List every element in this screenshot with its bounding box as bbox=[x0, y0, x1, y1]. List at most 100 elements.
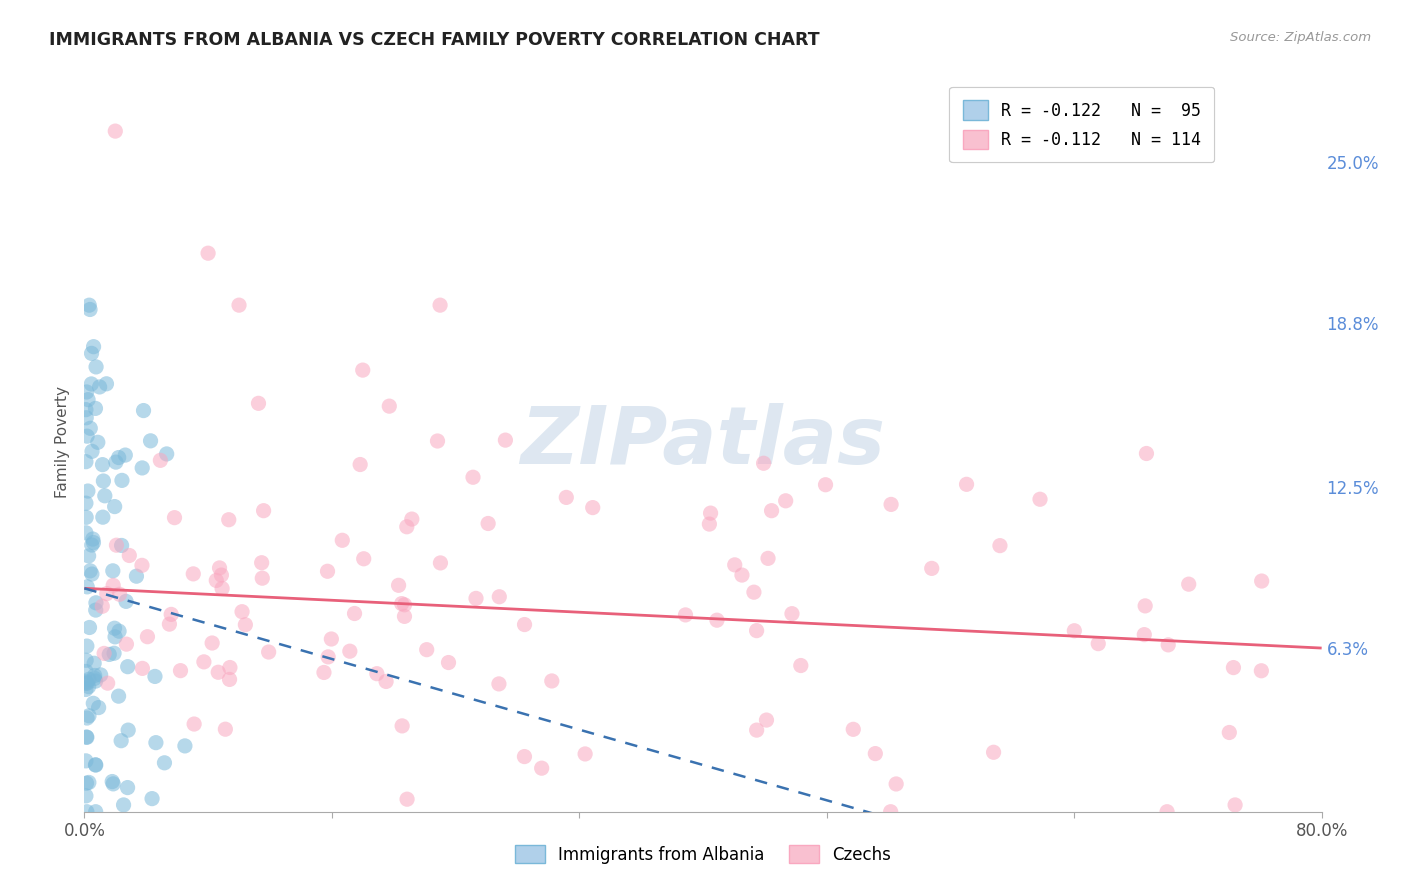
Point bbox=[426, 434, 449, 448]
Point bbox=[983, 745, 1005, 759]
Point bbox=[75, 682, 97, 697]
Point bbox=[83, 657, 105, 671]
Point bbox=[103, 621, 125, 635]
Point bbox=[513, 617, 536, 632]
Point bbox=[75, 402, 97, 417]
Point bbox=[988, 539, 1011, 553]
Point bbox=[80, 444, 103, 458]
Point bbox=[252, 504, 274, 518]
Point bbox=[1133, 599, 1156, 613]
Point bbox=[75, 776, 97, 790]
Point bbox=[117, 780, 139, 795]
Point bbox=[80, 346, 103, 360]
Point bbox=[97, 676, 120, 690]
Point bbox=[378, 399, 401, 413]
Point bbox=[1223, 797, 1246, 812]
Point bbox=[104, 455, 127, 469]
Point bbox=[321, 632, 343, 646]
Point bbox=[1218, 725, 1240, 739]
Point bbox=[75, 674, 97, 689]
Point bbox=[91, 458, 114, 472]
Point bbox=[139, 434, 162, 448]
Point bbox=[884, 777, 907, 791]
Point bbox=[955, 477, 977, 491]
Point bbox=[675, 607, 697, 622]
Point bbox=[76, 580, 98, 594]
Point bbox=[247, 396, 270, 410]
Point bbox=[316, 564, 339, 578]
Point bbox=[77, 392, 100, 407]
Point bbox=[1133, 627, 1156, 641]
Point bbox=[125, 569, 148, 583]
Point bbox=[79, 302, 101, 317]
Point bbox=[101, 564, 124, 578]
Legend: R = -0.122   N =  95, R = -0.112   N = 114: R = -0.122 N = 95, R = -0.112 N = 114 bbox=[949, 87, 1215, 162]
Point bbox=[706, 613, 728, 627]
Point bbox=[82, 696, 104, 710]
Point bbox=[103, 646, 125, 660]
Point bbox=[104, 500, 127, 514]
Point bbox=[339, 644, 361, 658]
Point bbox=[349, 458, 371, 472]
Point bbox=[131, 558, 153, 573]
Point bbox=[136, 630, 159, 644]
Point bbox=[1087, 637, 1109, 651]
Point bbox=[76, 805, 98, 819]
Point bbox=[174, 739, 197, 753]
Point bbox=[94, 489, 117, 503]
Point bbox=[1156, 805, 1178, 819]
Point bbox=[80, 538, 103, 552]
Point bbox=[84, 758, 107, 772]
Legend: Immigrants from Albania, Czechs: Immigrants from Albania, Czechs bbox=[508, 838, 898, 871]
Point bbox=[91, 510, 114, 524]
Point bbox=[582, 500, 605, 515]
Point bbox=[87, 700, 110, 714]
Point bbox=[252, 571, 274, 585]
Point bbox=[396, 792, 419, 806]
Point bbox=[181, 566, 204, 581]
Point bbox=[724, 558, 747, 572]
Point bbox=[160, 607, 183, 622]
Point bbox=[98, 648, 121, 662]
Point bbox=[103, 777, 125, 791]
Point bbox=[1250, 574, 1272, 588]
Point bbox=[555, 491, 578, 505]
Point bbox=[112, 797, 135, 812]
Point bbox=[395, 520, 418, 534]
Point bbox=[101, 578, 124, 592]
Point bbox=[1135, 446, 1157, 460]
Point bbox=[76, 384, 98, 399]
Point bbox=[87, 435, 110, 450]
Point bbox=[231, 605, 253, 619]
Point bbox=[149, 453, 172, 467]
Point bbox=[93, 647, 115, 661]
Point bbox=[353, 551, 375, 566]
Point bbox=[75, 730, 97, 744]
Point bbox=[699, 506, 721, 520]
Point bbox=[75, 496, 97, 510]
Point bbox=[111, 474, 134, 488]
Point bbox=[574, 747, 596, 761]
Point bbox=[76, 429, 98, 443]
Point bbox=[790, 658, 813, 673]
Text: IMMIGRANTS FROM ALBANIA VS CZECH FAMILY POVERTY CORRELATION CHART: IMMIGRANTS FROM ALBANIA VS CZECH FAMILY … bbox=[49, 31, 820, 49]
Point bbox=[82, 532, 104, 546]
Point bbox=[115, 637, 138, 651]
Point bbox=[90, 668, 112, 682]
Point bbox=[745, 624, 768, 638]
Point bbox=[93, 474, 115, 488]
Point bbox=[208, 561, 231, 575]
Point bbox=[83, 668, 105, 682]
Y-axis label: Family Poverty: Family Poverty bbox=[55, 385, 70, 498]
Point bbox=[107, 689, 129, 703]
Point bbox=[131, 461, 153, 475]
Point bbox=[530, 761, 553, 775]
Point bbox=[183, 717, 205, 731]
Point bbox=[89, 380, 111, 394]
Point bbox=[75, 665, 97, 679]
Point bbox=[742, 585, 765, 599]
Point bbox=[75, 789, 97, 803]
Point bbox=[84, 603, 107, 617]
Point bbox=[110, 733, 132, 747]
Text: ZIPatlas: ZIPatlas bbox=[520, 402, 886, 481]
